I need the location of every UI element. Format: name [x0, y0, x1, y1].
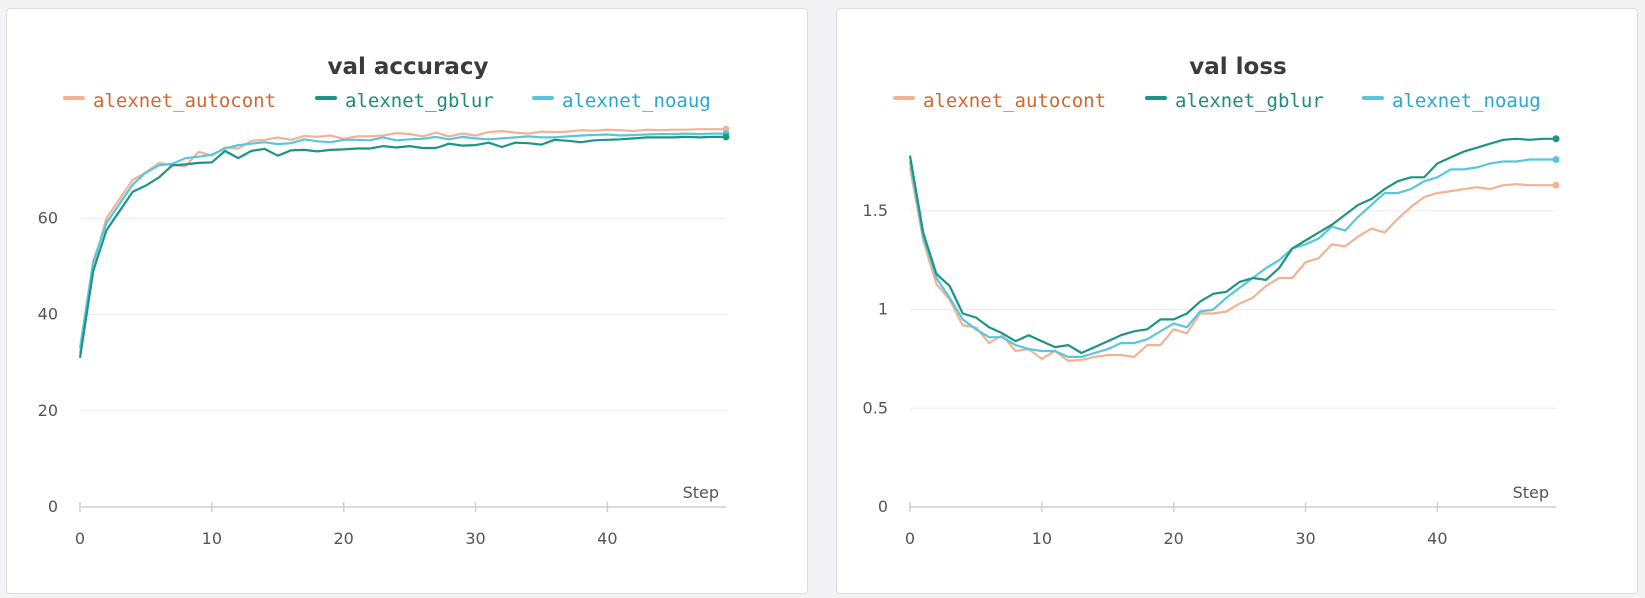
y-tick-label: 40 — [38, 305, 58, 324]
legend-item-alexnet-noaug: alexnet_noaug — [532, 90, 711, 112]
x-axis-label: Step — [1513, 483, 1549, 502]
series-line-alexnet-gblur — [908, 137, 1556, 355]
chart-title: val loss — [1189, 54, 1286, 80]
series-end-point-alexnet-autocont — [1552, 181, 1560, 189]
y-tick-label: 60 — [38, 208, 58, 227]
x-tick-label: 0 — [75, 529, 85, 548]
x-tick-label: 10 — [202, 529, 222, 548]
legend-label: alexnet_noaug — [562, 90, 711, 112]
legend-item-alexnet-gblur: alexnet_gblur — [1145, 90, 1324, 112]
legend-item-alexnet-gblur: alexnet_gblur — [315, 90, 494, 112]
series-end-point-alexnet-gblur — [722, 133, 730, 141]
x-tick-label: 30 — [1295, 529, 1315, 548]
x-tick-label: 30 — [465, 529, 485, 548]
legend-item-alexnet-noaug: alexnet_noaug — [1362, 90, 1541, 112]
legend-label: alexnet_gblur — [1175, 90, 1324, 112]
val-accuracy-panel: val accuracy alexnet_autocont alexnet_gblu… — [6, 8, 808, 594]
y-tick-label: 0 — [48, 497, 58, 516]
x-tick-label: 0 — [905, 529, 915, 548]
series-line-alexnet-gblur — [78, 135, 726, 358]
y-tick-label: 20 — [38, 401, 58, 420]
val-loss-chart: val loss alexnet_autocont alexnet_gblur ale… — [863, 54, 1560, 548]
x-tick-label: 40 — [1427, 529, 1447, 548]
x-tick-label: 20 — [333, 529, 353, 548]
val-accuracy-chart: val accuracy alexnet_autocont alexnet_gblu… — [38, 54, 730, 548]
legend-item-alexnet-autocont: alexnet_autocont — [63, 90, 276, 112]
legend-label: alexnet_autocont — [93, 90, 276, 112]
legend-label: alexnet_noaug — [1392, 90, 1541, 112]
series-end-point-alexnet-gblur — [1552, 135, 1560, 143]
legend-item-alexnet-autocont: alexnet_autocont — [893, 90, 1106, 112]
series-line-alexnet-noaug — [78, 132, 726, 349]
x-tick-label: 40 — [597, 529, 617, 548]
series-line-alexnet-noaug — [908, 158, 1556, 358]
x-axis-label: Step — [683, 483, 719, 502]
legend-label: alexnet_autocont — [923, 90, 1106, 112]
legend-label: alexnet_gblur — [345, 90, 494, 112]
y-tick-label: 0.5 — [863, 398, 888, 417]
y-tick-label: 0 — [878, 497, 888, 516]
y-tick-label: 1 — [878, 300, 888, 319]
val-loss-panel: val loss alexnet_autocont alexnet_gblur ale… — [836, 8, 1638, 594]
series-end-point-alexnet-noaug — [1552, 156, 1560, 164]
chart-title: val accuracy — [327, 54, 488, 80]
y-tick-label: 1.5 — [863, 201, 888, 220]
series-line-alexnet-autocont — [908, 167, 1556, 362]
x-tick-label: 10 — [1032, 529, 1052, 548]
x-tick-label: 20 — [1163, 529, 1183, 548]
